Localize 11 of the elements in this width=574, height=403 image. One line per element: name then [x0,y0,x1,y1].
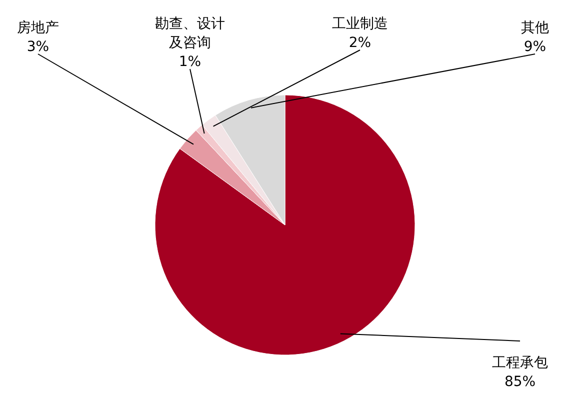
pie-slice [154,94,416,356]
slice-label: 房地产 [17,20,59,36]
data-label: 9% [524,39,546,55]
data-label: 1% [178,54,202,70]
data-label: 3% [26,39,50,55]
slice-label: 工程承包 [492,355,548,371]
slice-label: 工业制造 [332,16,388,32]
slice-label: 其他 [521,20,549,36]
data-label: 85% [504,374,536,390]
data-label: 2% [348,35,372,51]
slice-label: 勘查、设计及咨询 [155,16,225,51]
